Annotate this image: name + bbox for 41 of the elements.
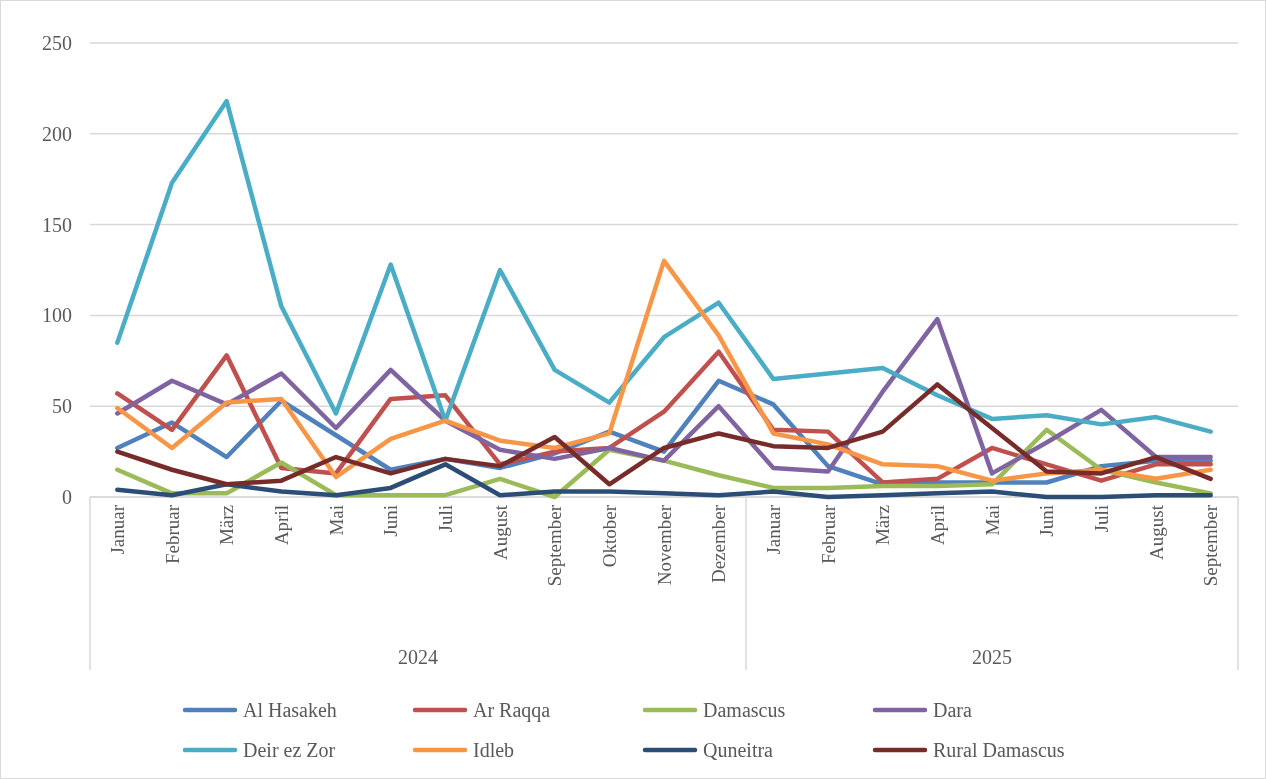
x-tick-label: Februar bbox=[817, 504, 839, 565]
legend-label: Ar Raqqa bbox=[473, 699, 551, 722]
x-tick-label: November bbox=[653, 504, 675, 586]
x-tick-label: April bbox=[270, 505, 292, 546]
x-tick-label: Mai bbox=[325, 505, 347, 536]
line-series bbox=[115, 316, 1213, 476]
x-tick-label: Oktober bbox=[598, 504, 620, 568]
text: 2024 bbox=[398, 646, 438, 668]
y-tick-label: 100 bbox=[42, 304, 72, 327]
legend-label: Idleb bbox=[473, 739, 515, 761]
x-tick-label: April bbox=[926, 505, 948, 546]
x-tick-label: Januar bbox=[106, 504, 128, 555]
x-tick-label: Juli bbox=[434, 505, 456, 533]
x-tick-label: Juni bbox=[1036, 505, 1058, 537]
x-tick-label: September bbox=[544, 504, 566, 587]
line-series bbox=[115, 258, 1213, 483]
x-tick-label: Juni bbox=[380, 505, 402, 537]
line-series bbox=[115, 462, 1213, 500]
x-tick-label: Juli bbox=[1090, 505, 1112, 533]
legend-label: Al Hasakeh bbox=[243, 699, 337, 721]
line-series bbox=[115, 98, 1213, 434]
legend-label: Quneitra bbox=[703, 739, 774, 761]
x-tick-label: Februar bbox=[161, 504, 183, 565]
y-tick-label: 200 bbox=[42, 122, 72, 145]
text: 2025 bbox=[972, 646, 1012, 668]
x-tick-label: Dezember bbox=[708, 504, 730, 584]
x-tick-label: März bbox=[216, 505, 238, 546]
legend-label: Dara bbox=[933, 699, 972, 721]
legend-label: Deir ez Zor bbox=[243, 739, 336, 761]
x-tick-label: März bbox=[872, 505, 894, 546]
legend-label: Rural Damascus bbox=[933, 739, 1065, 761]
x-tick-label: September bbox=[1200, 504, 1222, 587]
legend-label: Damascus bbox=[703, 699, 786, 721]
x-tick-label: August bbox=[1145, 504, 1167, 560]
y-tick-label: 250 bbox=[42, 32, 72, 54]
y-tick-label: 150 bbox=[42, 213, 72, 236]
x-tick-label: August bbox=[489, 504, 511, 560]
x-tick-label: Januar bbox=[762, 504, 784, 555]
y-tick-label: 0 bbox=[62, 486, 72, 508]
x-tick-label: Mai bbox=[981, 505, 1003, 536]
y-tick-label: 50 bbox=[52, 395, 72, 418]
